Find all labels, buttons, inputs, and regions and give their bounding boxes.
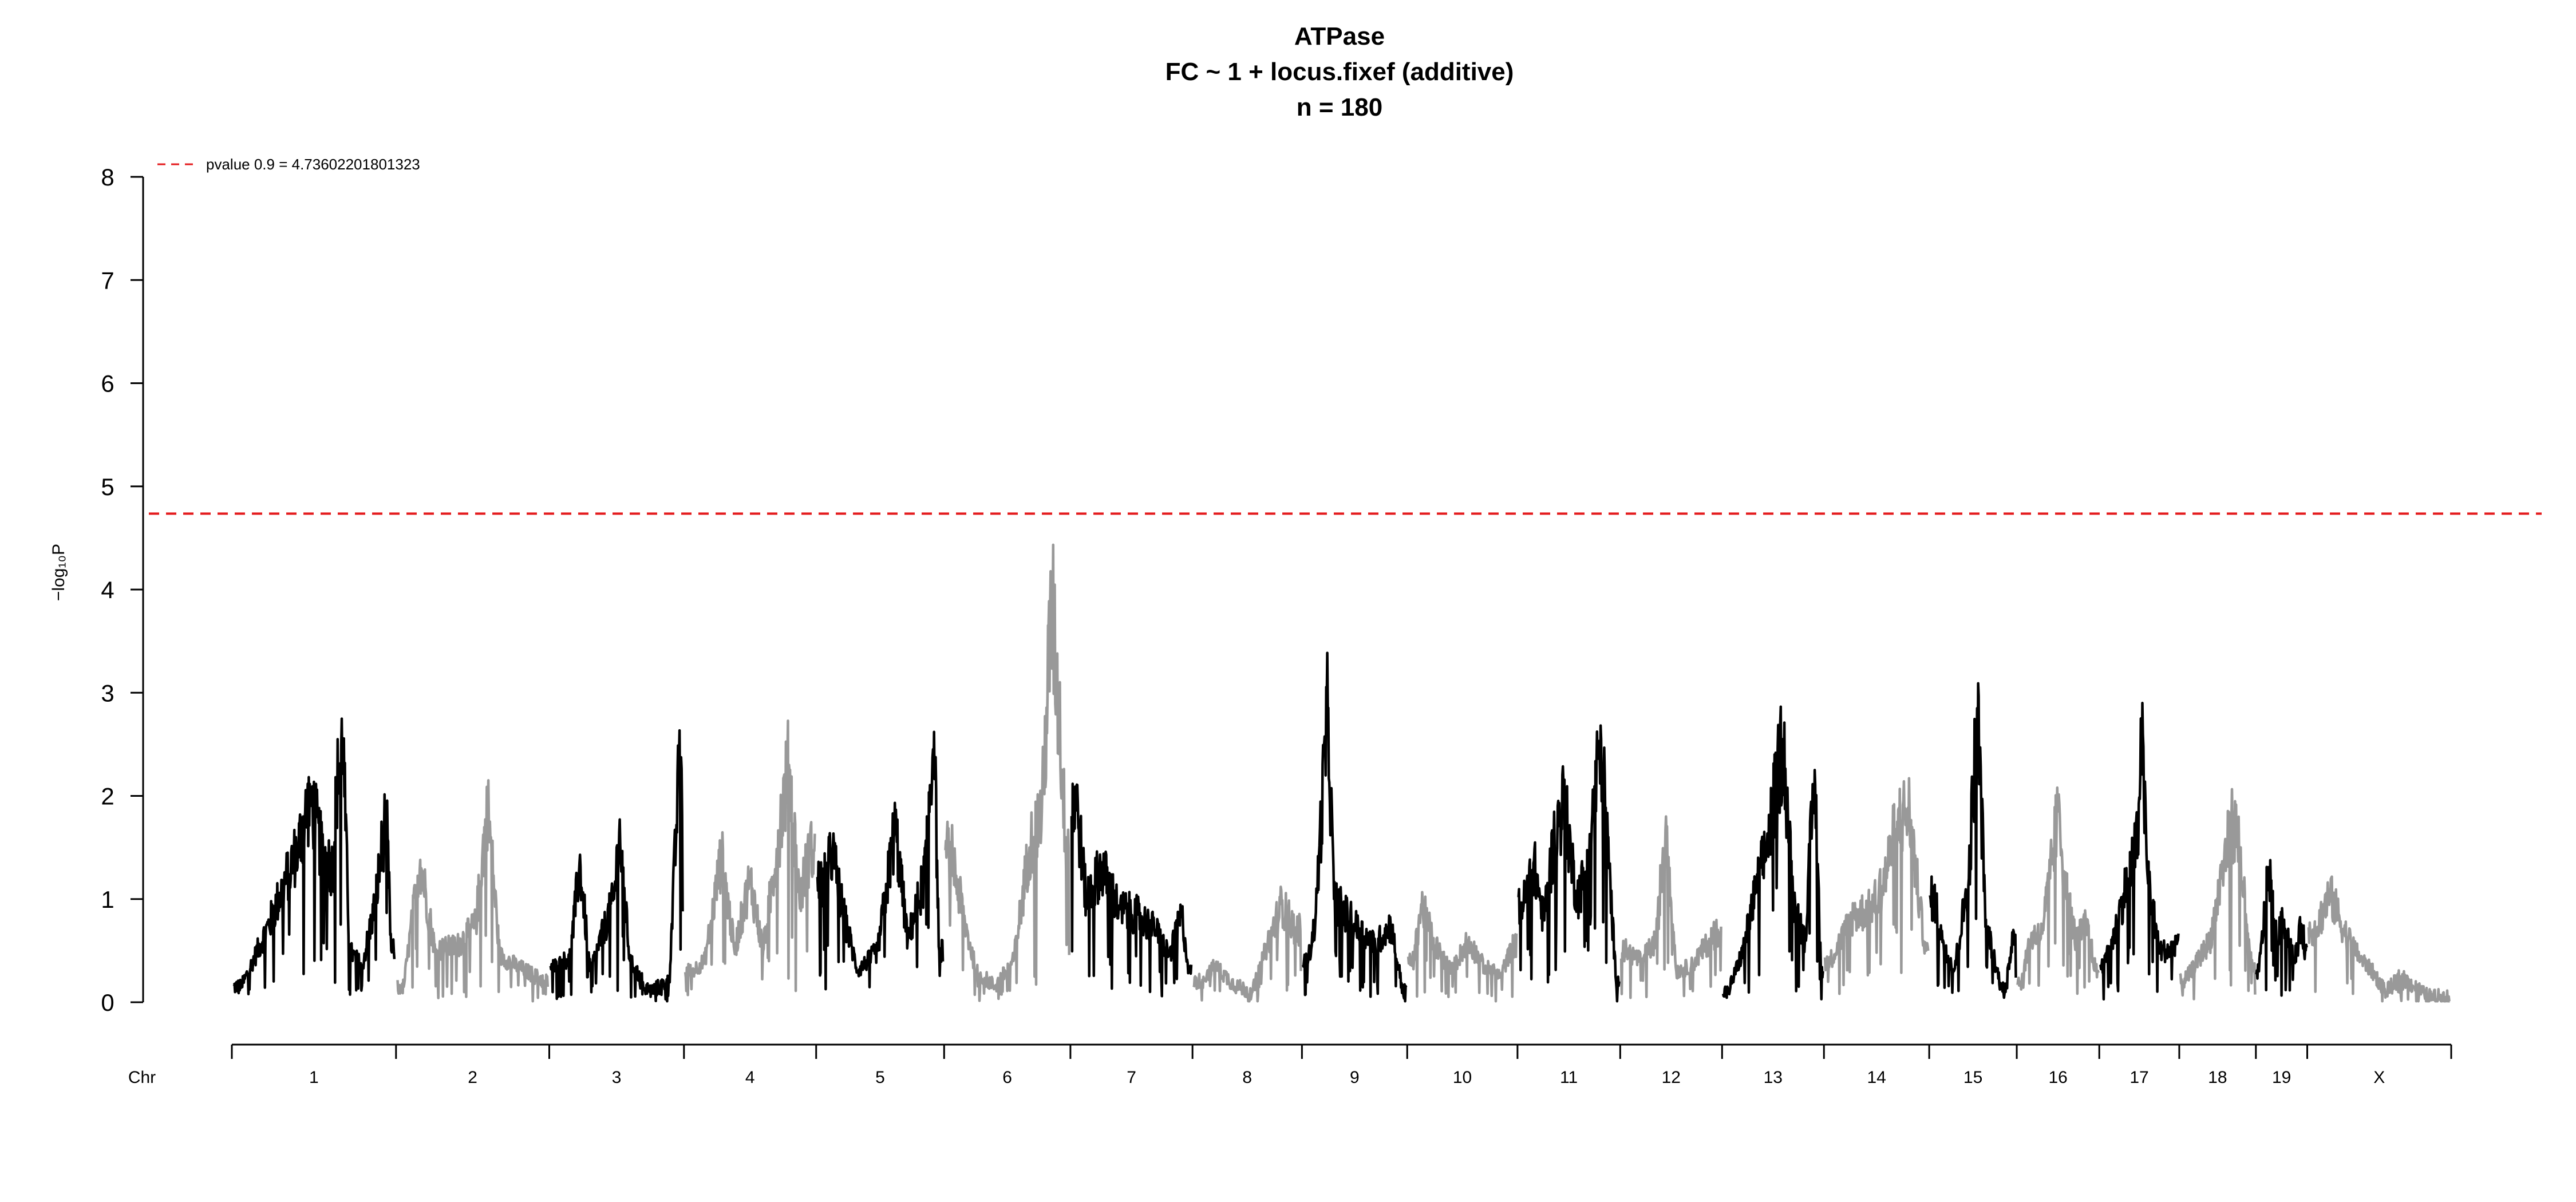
chr-series-16 — [2016, 786, 2100, 995]
chr-label-6: 6 — [1002, 1068, 1012, 1087]
chr-series-10 — [1406, 891, 1518, 1003]
x-axis: 1 2 3 4 5 6 7 8 9 10 11 12 13 14 15 16 17 18 19 X Chr — [128, 1043, 2452, 1087]
chr-series-18 — [2179, 788, 2257, 1001]
chr-series-8 — [1192, 885, 1302, 1003]
chr-series-5 — [816, 730, 945, 991]
chr-label-8: 8 — [1242, 1068, 1252, 1087]
chr-label-18: 18 — [2208, 1068, 2227, 1087]
y-tick-label: 5 — [101, 473, 114, 500]
y-tick-label: 0 — [101, 989, 114, 1016]
x-ticks: 1 2 3 4 5 6 7 8 9 10 11 12 13 14 15 16 17 18 19 X — [231, 1045, 2452, 1087]
y-tick-label: 2 — [101, 783, 114, 810]
chr-label-16: 16 — [2048, 1068, 2067, 1087]
chr-series-6 — [944, 543, 1070, 1002]
chromosome-series — [232, 543, 2451, 1003]
legend: pvalue 0.9 = 4.73602201801323 — [157, 156, 420, 173]
chr-series-12 — [1619, 815, 1722, 999]
y-axis: 0 1 2 3 4 5 6 7 8 — [101, 164, 144, 1016]
chr-label-4: 4 — [745, 1068, 755, 1087]
chr-label-X: X — [2373, 1068, 2385, 1087]
y-tick-label: 8 — [101, 164, 114, 191]
chr-label-1: 1 — [309, 1068, 319, 1087]
chr-label-3: 3 — [612, 1068, 622, 1087]
chr-label-11: 11 — [1560, 1068, 1578, 1087]
y-ticks: 0 1 2 3 4 5 6 7 8 — [101, 164, 143, 1016]
chr-series-1 — [232, 717, 396, 996]
chr-series-7 — [1070, 782, 1193, 998]
chr-label-15: 15 — [1963, 1068, 1982, 1087]
chr-label-12: 12 — [1662, 1068, 1681, 1087]
chr-label-5: 5 — [875, 1068, 885, 1087]
chr-series-2 — [396, 779, 550, 1003]
x-axis-title: Chr — [128, 1068, 156, 1087]
chr-series-4 — [683, 719, 816, 997]
chr-series-9 — [1302, 651, 1408, 1003]
chr-series-17 — [2099, 701, 2180, 1001]
y-axis-title: −log₁₀P — [49, 544, 68, 601]
chr-label-13: 13 — [1764, 1068, 1783, 1087]
chr-series-X — [2307, 875, 2451, 1003]
chr-series-11 — [1517, 724, 1621, 1003]
chr-series-19 — [2255, 859, 2308, 997]
legend-threshold-label: pvalue 0.9 = 4.73602201801323 — [206, 156, 420, 173]
y-tick-label: 3 — [101, 679, 114, 706]
chr-label-7: 7 — [1127, 1068, 1136, 1087]
chr-label-9: 9 — [1350, 1068, 1360, 1087]
y-tick-label: 4 — [101, 576, 114, 603]
chr-label-19: 19 — [2272, 1068, 2291, 1087]
chart-sample-size: n = 180 — [1297, 93, 1382, 121]
chr-series-3 — [549, 729, 684, 1003]
chr-series-14 — [1823, 777, 1930, 995]
chr-label-2: 2 — [468, 1068, 477, 1087]
chr-series-13 — [1721, 705, 1824, 1001]
chr-series-15 — [1929, 682, 2017, 999]
chr-label-17: 17 — [2129, 1068, 2148, 1087]
chart-title: ATPase — [1294, 22, 1385, 50]
chart-subtitle: FC ~ 1 + locus.fixef (additive) — [1165, 58, 1514, 86]
y-tick-label: 1 — [101, 886, 114, 913]
y-tick-label: 6 — [101, 370, 114, 397]
y-tick-label: 7 — [101, 267, 114, 294]
chr-label-14: 14 — [1867, 1068, 1886, 1087]
chr-label-10: 10 — [1453, 1068, 1472, 1087]
